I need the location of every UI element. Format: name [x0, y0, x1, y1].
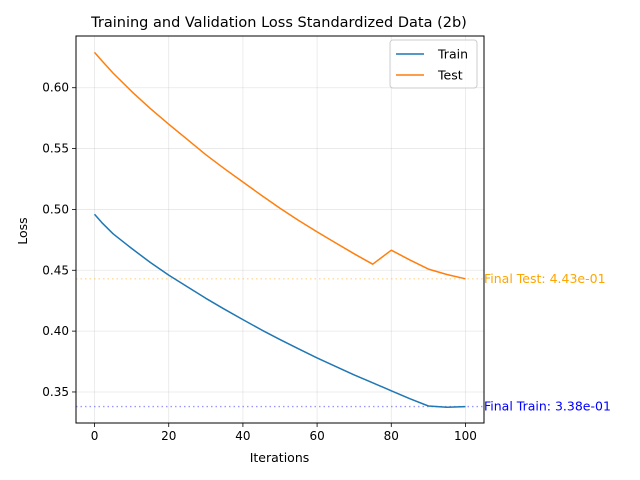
grid-lines	[76, 36, 484, 423]
final-train-label: Final Train: 3.38e-01	[484, 399, 611, 414]
reference-labels: Final Train: 3.38e-01 Final Test: 4.43e-0…	[484, 271, 611, 414]
y-axis-label: Loss	[15, 217, 30, 244]
y-tick-label: 0.55	[42, 142, 69, 156]
series-line-test	[93, 51, 466, 280]
x-axis-ticks: 0 20 40 60 80 100	[91, 423, 477, 443]
series-line-train	[93, 213, 466, 408]
final-test-label: Final Test: 4.43e-01	[484, 271, 606, 286]
y-tick-label: 0.60	[42, 81, 69, 95]
y-tick-label: 0.45	[42, 263, 69, 277]
legend-box	[389, 39, 478, 89]
y-tick-label: 0.35	[42, 385, 69, 399]
y-axis-ticks: 0.35 0.40 0.45 0.50 0.55 0.60	[42, 81, 76, 399]
x-tick-label: 100	[454, 429, 477, 443]
x-tick-label: 0	[91, 429, 99, 443]
plot-frame	[75, 35, 485, 424]
y-tick-label: 0.50	[42, 202, 69, 216]
x-axis-label: Iterations	[250, 450, 310, 465]
series-lines	[93, 51, 466, 408]
legend-label-train: Train	[437, 47, 468, 62]
legend: Train Test	[389, 39, 478, 89]
chart-title: Training and Validation Loss Standardize…	[90, 15, 467, 31]
x-tick-label: 60	[309, 429, 324, 443]
reference-lines	[76, 278, 484, 408]
x-tick-label: 40	[235, 429, 250, 443]
y-tick-label: 0.40	[42, 324, 69, 338]
x-tick-label: 20	[161, 429, 176, 443]
legend-label-test: Test	[437, 68, 463, 83]
x-tick-label: 80	[384, 429, 399, 443]
